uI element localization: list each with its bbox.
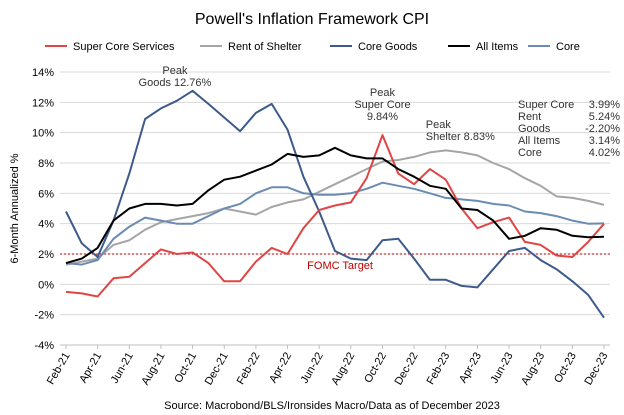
annotation-shelter-peak-line: Peak [426, 119, 452, 131]
x-tick-label: Oct-21 [172, 351, 199, 386]
series-line-core [65, 181, 605, 266]
x-tick-label: Apr-21 [77, 351, 104, 386]
y-tick-label: 8% [38, 158, 54, 170]
legend-label-all-items: All Items [476, 41, 519, 53]
y-tick-label: 4% [38, 219, 54, 231]
x-tick-label: Dec-22 [393, 351, 421, 388]
series-line-shelter [65, 149, 605, 266]
annotation-goods-peak-line: Goods 12.76% [139, 77, 212, 89]
x-tick-label: Dec-21 [203, 351, 231, 388]
x-tick-label: Apr-22 [267, 351, 294, 386]
annotation-shelter-peak-line: Shelter 8.83% [426, 131, 495, 143]
x-tick-label: Aug-23 [519, 351, 547, 388]
series-lines [65, 89, 605, 319]
y-tick-label: 6% [38, 188, 54, 200]
x-axis: Feb-21 Apr-21 Jun-21 Aug-21 Oct-21 Dec-21 Feb-… [45, 344, 611, 388]
annotation-goods-peak-line: Peak [162, 65, 188, 77]
fomc-target-label: FOMC Target [307, 260, 373, 272]
x-tick-label: Aug-22 [329, 351, 357, 388]
x-tick-label: Oct-22 [362, 351, 389, 386]
x-tick-label: Apr-23 [457, 351, 484, 386]
y-tick-label: 12% [32, 97, 54, 109]
y-tick-label: 10% [32, 128, 54, 140]
legend-label-core: Core [556, 41, 580, 53]
x-tick-label: Oct-23 [552, 351, 579, 386]
source-note: Source: Macrobond/BLS/Ironsides Macro/Da… [164, 400, 500, 412]
latest-label: Super Core [518, 99, 574, 111]
annotation-super-core-peak-line: Super Core [354, 99, 410, 111]
x-tick-label: Aug-21 [139, 351, 167, 388]
y-tick-label: -4% [34, 340, 54, 352]
legend-label-goods: Core Goods [358, 41, 418, 53]
x-tick-label: Feb-21 [45, 351, 73, 387]
latest-label: Goods [518, 123, 551, 135]
x-tick-label: Feb-22 [235, 351, 263, 387]
latest-value: 5.24% [589, 111, 620, 123]
series-line-super-core [65, 134, 605, 298]
chart-title: Powell's Inflation Framework CPI [195, 11, 429, 28]
fomc-target-reference: FOMC Target [60, 253, 610, 272]
x-tick-label: Dec-23 [582, 351, 610, 388]
y-tick-label: 14% [32, 67, 54, 79]
legend-label-super-core: Super Core Services [73, 41, 175, 53]
latest-value: 3.99% [589, 99, 620, 111]
y-tick-label: -2% [34, 310, 54, 322]
series-line-all-items [65, 146, 605, 265]
y-axis: -4% -2% 0% 2% 4% 6% 8% 10% 12% 14% [32, 67, 54, 352]
legend: Super Core Services Rent of Shelter Core G… [45, 41, 580, 53]
annotation-super-core-peak-line: 9.84% [367, 111, 398, 123]
latest-values-table: Super Core 3.99% Rent 5.24% Goods -2.20% All I… [518, 99, 620, 159]
y-tick-label: 0% [38, 279, 54, 291]
latest-label: All Items [518, 135, 561, 147]
annotation-super-core-peak-line: Peak [370, 87, 396, 99]
legend-label-shelter: Rent of Shelter [228, 41, 302, 53]
latest-label: Core [518, 147, 542, 159]
latest-label: Rent [518, 111, 541, 123]
latest-value: 3.14% [589, 135, 620, 147]
x-tick-label: Jun-23 [488, 351, 515, 386]
y-axis-label: 6-Month Annualized % [9, 153, 21, 263]
y-tick-label: 2% [38, 249, 54, 261]
latest-value: -2.20% [585, 123, 620, 135]
series-line-goods [65, 89, 605, 319]
latest-value: 4.02% [589, 147, 620, 159]
x-tick-label: Feb-23 [425, 351, 453, 387]
x-tick-label: Jun-21 [109, 351, 136, 386]
x-tick-label: Jun-22 [299, 351, 326, 386]
